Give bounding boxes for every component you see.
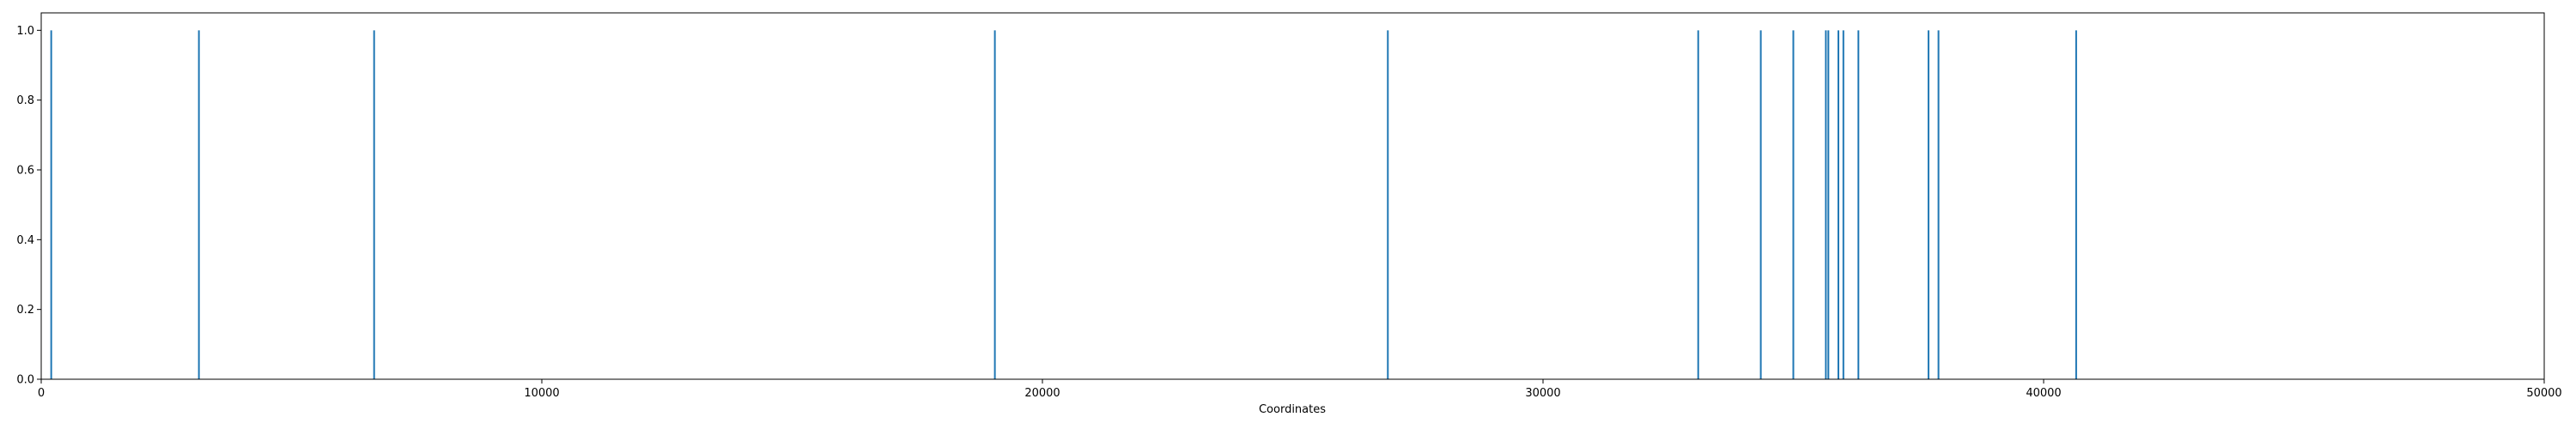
x-tick-label: 0 (38, 387, 45, 400)
bars-group (50, 30, 2077, 379)
x-tick-label: 50000 (2526, 387, 2561, 400)
x-tick-label: 20000 (1024, 387, 1060, 400)
y-axis-ticks: 0.0 0.2 0.4 0.6 0.8 1.0 (16, 25, 41, 387)
x-axis-ticks: 0 10000 20000 30000 40000 50000 (38, 379, 2562, 400)
y-tick-label: 0.2 (16, 304, 34, 317)
plot-area (41, 13, 2544, 379)
y-tick-label: 1.0 (16, 25, 34, 38)
y-tick-label: 0.6 (16, 165, 34, 178)
x-tick-label: 10000 (524, 387, 559, 400)
x-axis-label: Coordinates (1259, 403, 1326, 416)
y-tick-label: 0.8 (16, 94, 34, 107)
plot-frame (40, 12, 2545, 380)
x-tick-label: 30000 (1525, 387, 1560, 400)
x-tick-label: 40000 (2026, 387, 2061, 400)
y-tick-label: 0.4 (16, 234, 34, 247)
y-tick-label: 0.0 (16, 374, 34, 387)
